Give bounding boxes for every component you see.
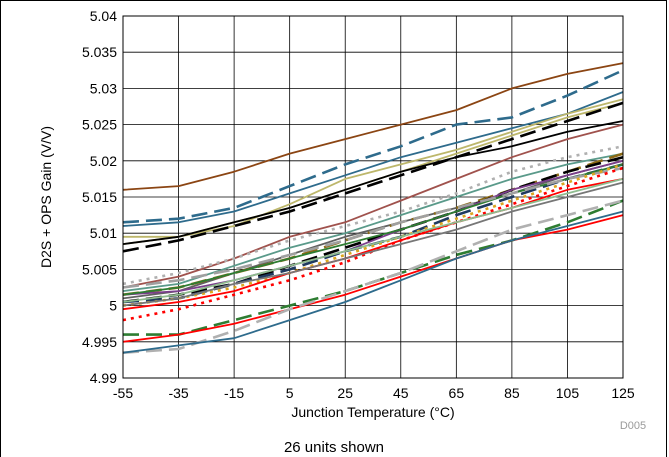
caption: 26 units shown — [284, 439, 384, 456]
series-layer — [122, 62, 624, 354]
series-line-14 — [122, 159, 624, 296]
series-line-20 — [122, 178, 624, 311]
y-axis-title: D2S + OPS Gain (V/V) — [38, 126, 54, 268]
series-line-9 — [122, 145, 624, 286]
x-tick-label: 45 — [393, 385, 409, 401]
y-tick-labels: 4.99 4.995 5 5.005 5.01 5.015 5.02 5.025 5.03 5.0… — [82, 8, 117, 386]
series-line-11 — [122, 159, 624, 300]
series-line-3 — [122, 91, 624, 227]
y-tick-label: 5.015 — [82, 189, 117, 205]
y-tick-label: 5.01 — [90, 225, 117, 241]
y-tick-label: 5.04 — [90, 8, 117, 24]
y-tick-label: 4.995 — [82, 334, 117, 350]
x-tick-label: -35 — [168, 385, 188, 401]
series-line-13 — [122, 155, 624, 304]
series-line-7 — [122, 120, 624, 245]
series-line-2 — [122, 69, 624, 224]
series-line-24 — [122, 199, 624, 354]
series-line-25 — [122, 210, 624, 354]
y-tick-label: 5 — [109, 298, 117, 314]
series-line-4 — [123, 98, 624, 238]
plot-border — [122, 15, 624, 379]
y-tick-label: 5.005 — [82, 261, 117, 277]
y-tick-label: 5.035 — [82, 44, 117, 60]
series-line-17 — [122, 166, 624, 289]
x-tick-label: 105 — [556, 385, 580, 401]
figure-id-label: D005 — [620, 420, 646, 432]
x-axis-title: Junction Temperature (°C) — [291, 404, 454, 420]
series-line-8 — [122, 123, 624, 289]
series-line-23 — [122, 214, 624, 343]
series-line-21 — [122, 181, 624, 307]
x-tick-label: -55 — [113, 385, 133, 401]
x-tick-label: 65 — [449, 385, 465, 401]
x-tick-label: 25 — [337, 385, 353, 401]
series-line-1 — [122, 62, 624, 191]
y-tick-label: 5.025 — [82, 117, 117, 133]
series-line-6 — [122, 101, 624, 253]
x-tick-label: -15 — [224, 385, 244, 401]
y-tick-label: 5.03 — [90, 80, 117, 96]
series-line-26 — [122, 178, 624, 303]
y-tick-label: 4.99 — [90, 370, 117, 386]
series-line-18 — [122, 163, 624, 307]
x-tick-label: 85 — [504, 385, 520, 401]
y-tick-label: 5.02 — [90, 153, 117, 169]
x-tick-labels: -55 -35 -15 5 25 45 65 85 105 125 — [113, 385, 635, 401]
x-tick-label: 125 — [611, 385, 635, 401]
x-tick-label: 5 — [286, 385, 294, 401]
